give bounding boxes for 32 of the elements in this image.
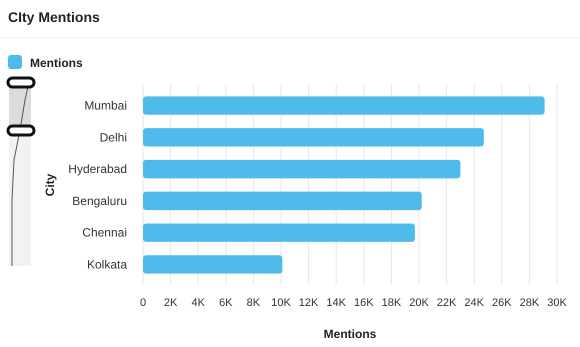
x-tick-label: 8K (246, 297, 261, 309)
x-tick-label: 30K (547, 297, 568, 309)
x-tick-label: 26K (492, 297, 512, 309)
chart-title: CIty Mentions (8, 9, 100, 25)
bar (143, 192, 422, 210)
x-tick-label: 0 (140, 297, 146, 309)
x-tick-label: 4K (191, 297, 206, 309)
x-tick-label: 22K (436, 297, 458, 309)
y-tick-label: Bengaluru (72, 194, 127, 208)
y-tick-label: Kolkata (86, 257, 128, 272)
y-tick-label: Chennai (82, 226, 127, 240)
y-axis-title: City (43, 173, 57, 196)
x-tick-label: 16K (354, 297, 374, 309)
x-axis-title: Mentions (324, 327, 377, 341)
x-tick-label: 2K (164, 297, 178, 309)
bar (143, 160, 460, 178)
x-tick-label: 14K (326, 297, 347, 309)
y-tick-label: Mumbai (84, 98, 127, 113)
x-tick-label: 20K (409, 297, 430, 309)
y-tick-label: Hyderabad (68, 162, 127, 176)
x-tick-label: 6K (219, 297, 234, 309)
x-tick-label: 24K (464, 297, 485, 309)
legend-label: Mentions (30, 56, 83, 70)
y-tick-label: Delhi (100, 130, 127, 144)
bar (143, 255, 282, 274)
x-tick-label: 28K (520, 297, 540, 309)
bar (143, 223, 415, 242)
x-tick-label: 10K (271, 297, 292, 309)
x-tick-label: 12K (298, 297, 320, 309)
bar (143, 96, 545, 115)
bar (143, 128, 484, 147)
x-tick-label: 18K (382, 297, 402, 309)
